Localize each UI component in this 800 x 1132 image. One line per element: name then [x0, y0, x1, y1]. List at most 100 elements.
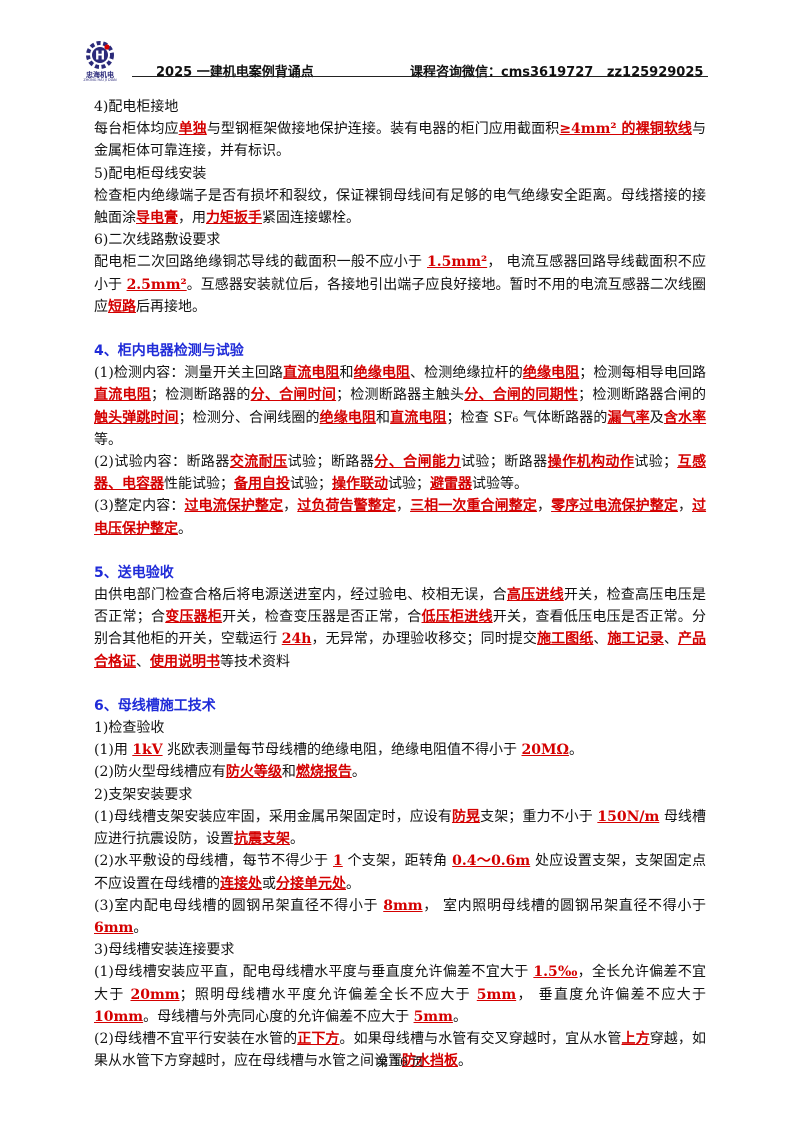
text-run: 。 [290, 831, 304, 848]
key-term: 8mm [383, 897, 423, 914]
text-run: ；检查 SF₆ 气体断路器的 [446, 409, 608, 426]
text-run: 1)检查验收 [94, 720, 165, 737]
key-term: 变压器柜 [165, 609, 223, 626]
text-run: 与型钢框架做接地保护连接。装有电器的柜门应用截面积 [206, 121, 560, 138]
text-run: 试验等。 [472, 476, 528, 493]
paragraph: (2)水平敷设的母线槽，每节不得少于 1 个支架，距转角 0.4～0.6m 处应… [94, 850, 706, 894]
key-term: 绝缘电阻 [353, 365, 411, 382]
key-term: 0.4～0.6m [452, 853, 531, 870]
key-term: 过电流保护整定 [184, 498, 284, 515]
text-run: 。如果母线槽与水管有交叉穿越时，宜从水管 [339, 1030, 622, 1047]
text-run: ；检测断路器主触头 [336, 387, 465, 404]
paragraph: (3)室内配电母线槽的圆钢吊架直径不得小于 8mm， 室内照明母线槽的圆钢吊架直… [94, 895, 706, 939]
text-run: (1)检测内容：测量开关主回路 [94, 365, 284, 382]
key-term: 直流电阻 [283, 365, 340, 382]
key-term: 分、合闸时间 [250, 387, 337, 404]
key-term: 10mm [94, 1008, 144, 1025]
text-run: 和 [339, 365, 354, 382]
text-run: ；检测断路器的 [150, 387, 251, 404]
text-run: (2)试验内容：断路器 [94, 454, 230, 471]
text-run: (1)用 [94, 742, 133, 759]
text-run: 。互感器安装就位后，各接地引出端子应良好接地。暂时不用的电流互感器二次线圈应 [94, 276, 707, 315]
gear-logo-icon: H [86, 41, 114, 69]
logo-text: 忠海机电 [86, 71, 114, 79]
key-term: 防水挡板 [402, 1053, 458, 1070]
key-term: 导电膏 [136, 210, 178, 227]
key-term: 分、合闸能力 [374, 454, 461, 471]
text-run: 后再接地。 [136, 298, 206, 315]
text-run: 及 [649, 409, 664, 426]
paragraph: (1)检测内容：测量开关主回路直流电阻和绝缘电阻、检测绝缘拉杆的绝缘电阻；检测每… [94, 362, 706, 451]
text-run: 处应设置支架，支架固定点不应设置在母线槽的 [94, 853, 707, 892]
key-term: 上方 [621, 1030, 650, 1047]
text-run: 试验；断路器 [287, 454, 375, 471]
text-run: 或 [262, 875, 276, 892]
paragraph: (3)整定内容：过电流保护整定，过负荷告警整定，三相一次重合闸整定，零序过电流保… [94, 495, 706, 539]
paragraph: 2)支架安装要求 [94, 784, 706, 806]
text-run: 4、柜内电器检测与试验 [94, 343, 244, 360]
paragraph: (2)试验内容：断路器交流耐压试验；断路器分、合闸能力试验；断路器操作机构动作试… [94, 451, 706, 495]
text-run: 与金属柜体可靠连接，并有标识。 [94, 121, 707, 160]
text-run: (2)母线槽不宜平行安装在水管的 [94, 1030, 298, 1047]
paragraph: (1)母线槽支架安装应牢固，采用金属吊架固定时，应设有防晃支架；重力不小于 15… [94, 806, 706, 850]
text-run: 支架；重力不小于 [480, 808, 598, 825]
text-run: 试验；断路器 [460, 454, 548, 471]
paragraph: (2)防火型母线槽应有防火等级和燃烧报告。 [94, 761, 706, 783]
key-term: 施工记录 [607, 631, 664, 648]
paragraph: (1)母线槽安装应平直，配电母线槽水平度与垂直度允许偏差不宜大于 1.5‰，全长… [94, 961, 706, 1028]
text-run: ， 电流互感器回路导线截面积不应小于 [94, 254, 706, 293]
svg-text:H: H [95, 49, 105, 63]
text-run: 试验； [388, 476, 430, 493]
text-run: 、 [136, 653, 150, 670]
key-term: 绝缘电阻 [522, 365, 580, 382]
key-term: 抗震支架 [234, 831, 290, 848]
text-run: 试验； [634, 454, 678, 471]
key-term: 力矩扳手 [206, 210, 262, 227]
header-divider [132, 76, 708, 77]
key-term: 含水率 [663, 409, 707, 426]
key-term: 零序过电流保护整定 [551, 498, 678, 515]
text-run: ， [395, 498, 411, 515]
key-term: 操作机构动作 [547, 454, 635, 471]
text-run: 。 [568, 742, 583, 759]
text-run: 。 [452, 1008, 467, 1025]
key-term: 1.5‰ [533, 964, 578, 981]
key-term: 燃烧报告 [295, 764, 352, 781]
text-run: ， [536, 498, 552, 515]
text-run: 。 [346, 875, 360, 892]
text-run: (2)防火型母线槽应有 [94, 764, 226, 781]
text-run: 。 [133, 919, 148, 936]
paragraph: 配电柜二次回路绝缘铜芯导线的截面积一般不应小于 1.5mm²， 电流互感器回路导… [94, 251, 706, 318]
paragraph: 检查柜内绝缘端子是否有损坏和裂纹，保证裸铜母线间有足够的电气绝缘安全距离。母线搭… [94, 185, 706, 229]
text-run: 开关，查看低压电压是否正常。分别合其他柜的开关，空载运行 [94, 609, 707, 648]
page-number: 第 16 页 [376, 1055, 424, 1069]
text-run: ，无异常，办理验收移交；同时提交 [311, 631, 537, 648]
text-run: 6)二次线路敷设要求 [94, 232, 221, 249]
key-term: 连接处 [220, 875, 262, 892]
text-run: 5、送电验收 [94, 564, 174, 581]
key-term: 24h [281, 631, 312, 648]
text-run: 。 [458, 1053, 472, 1070]
text-run: (1)母线槽安装应平直，配电母线槽水平度与垂直度允许偏差不宜大于 [94, 964, 534, 981]
text-run: 、 [663, 631, 678, 648]
paragraph: 由供电部门检查合格后将电源送进室内，经过验电、校相无误，合高压进线开关，检查高压… [94, 584, 706, 673]
paragraph: (1)用 1kV 兆欧表测量每节母线槽的绝缘电阻，绝缘电阻值不得小于 20MΩ。 [94, 739, 706, 761]
key-term: 2.5mm² [126, 276, 187, 293]
key-term: 操作联动 [332, 476, 388, 493]
text-run: (3)室内配电母线槽的圆钢吊架直径不得小于 [94, 897, 384, 914]
key-term: 触头弹跳时间 [94, 409, 179, 426]
key-term: 1.5mm² [427, 254, 488, 271]
key-term: 交流耐压 [229, 454, 288, 471]
text-run: (2)水平敷设的母线槽，每节不得少于 [94, 853, 333, 870]
key-term: ≥4mm² 的裸铜软线 [559, 121, 693, 138]
section-spacer [94, 318, 706, 340]
key-term: 20MΩ [521, 742, 569, 759]
text-run: 5)配电柜母线安装 [94, 165, 207, 182]
key-term: 高压进线 [506, 587, 564, 604]
key-term: 过负荷告警整定 [297, 498, 396, 515]
key-term: 1kV [132, 742, 163, 759]
text-run: (3)整定内容： [94, 498, 185, 515]
text-run: ，全长允许偏差不宜大于 [94, 964, 707, 1003]
key-term: 5mm [413, 1008, 453, 1025]
key-term: 150N/m [597, 808, 660, 825]
